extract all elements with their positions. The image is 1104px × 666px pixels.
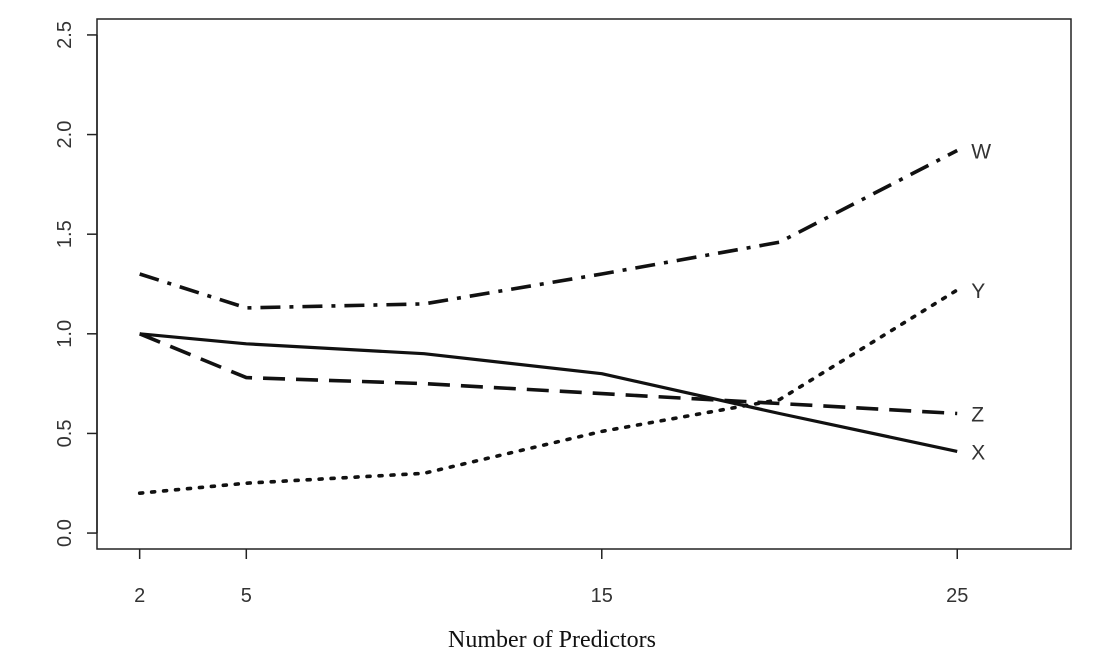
x-tick-label: 25: [946, 585, 968, 607]
y-tick-label: 2.0: [54, 121, 76, 149]
series-label-x: X: [971, 441, 985, 464]
x-tick-label: 5: [241, 585, 252, 607]
y-tick-label: 1.5: [54, 220, 76, 248]
series-label-w: W: [971, 141, 991, 164]
plot-box: [96, 18, 1072, 550]
series-label-y: Y: [971, 280, 985, 303]
series-line-x: [139, 332, 958, 453]
series-line-z: [139, 332, 958, 416]
series-labels: W Y ZX: [971, 141, 991, 465]
y-tick-label: 1.0: [54, 320, 76, 348]
y-tick-label: 0.0: [54, 519, 76, 547]
x-tick-label: 2: [134, 585, 145, 607]
series-label-z: Z: [971, 404, 984, 427]
y-tick-label: 2.5: [54, 21, 76, 49]
x-tick-label: 15: [591, 585, 613, 607]
series-line-w: [139, 148, 959, 310]
y-axis: 0.0 0.5 1.0 1.5 2.0 2.5: [54, 21, 98, 547]
x-axis-title: Number of Predictors: [448, 627, 656, 653]
x-axis: 2 5 15 25: [134, 549, 968, 607]
series-group: [137, 148, 960, 496]
y-tick-label: 0.5: [54, 420, 76, 448]
series-line-y: [137, 288, 960, 496]
